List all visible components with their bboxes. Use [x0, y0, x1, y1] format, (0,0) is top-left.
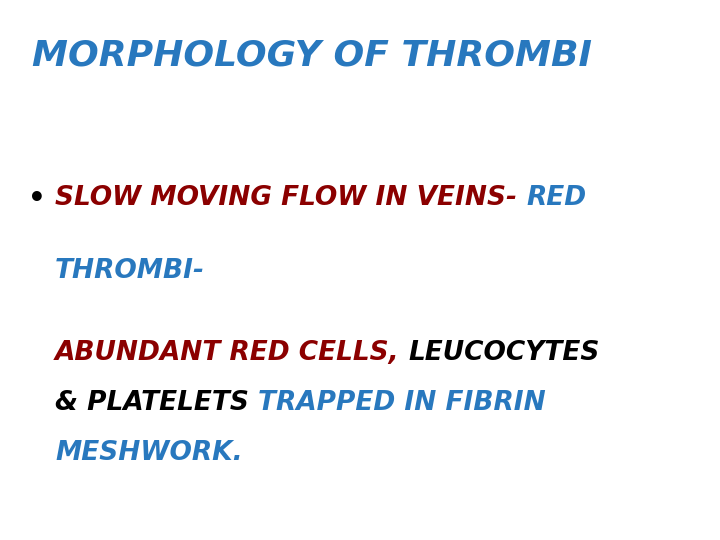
- Text: TRAPPED IN FIBRIN: TRAPPED IN FIBRIN: [258, 390, 546, 416]
- Text: -: -: [506, 185, 526, 211]
- Text: SLOW MOVING FLOW IN VEINS: SLOW MOVING FLOW IN VEINS: [55, 185, 506, 211]
- Text: LEUCOCYTES: LEUCOCYTES: [409, 340, 600, 366]
- Text: & PLATELETS: & PLATELETS: [55, 390, 258, 416]
- Text: THROMBI-: THROMBI-: [55, 258, 205, 284]
- Text: RED: RED: [526, 185, 586, 211]
- Text: MESHWORK.: MESHWORK.: [55, 440, 243, 466]
- Text: ABUNDANT RED CELLS,: ABUNDANT RED CELLS,: [55, 340, 409, 366]
- Text: •: •: [28, 185, 46, 213]
- Text: MORPHOLOGY OF THROMBI: MORPHOLOGY OF THROMBI: [32, 38, 592, 72]
